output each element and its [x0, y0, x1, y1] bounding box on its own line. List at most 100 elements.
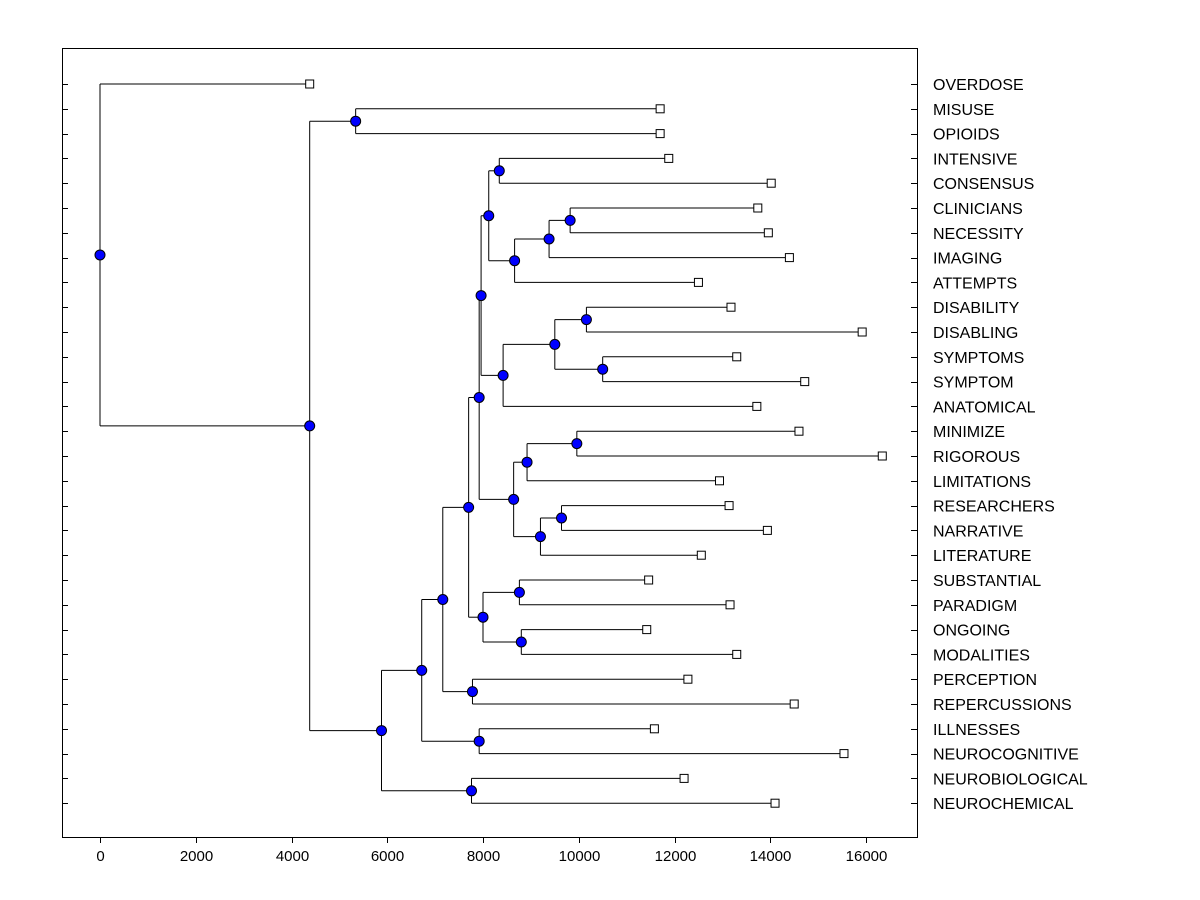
x-tick-label: 10000: [559, 848, 601, 865]
leaf-markers: [305, 79, 887, 808]
leaf-marker: [732, 352, 742, 362]
leaf-marker: [726, 302, 736, 312]
x-tick-label: 16000: [846, 848, 888, 865]
x-axis-ticks: [100, 837, 867, 843]
leaf-label: DISABLING: [933, 325, 1018, 342]
node-marker: [508, 493, 520, 505]
node-marker: [463, 501, 475, 513]
leaf-marker: [642, 625, 652, 635]
node-marker: [534, 531, 546, 543]
leaf-label: IMAGING: [933, 251, 1002, 268]
row-ticks-left: [62, 84, 68, 804]
x-tick-label: 8000: [467, 848, 500, 865]
node-marker: [350, 115, 362, 127]
leaf-marker: [732, 649, 742, 659]
node-marker: [94, 249, 106, 261]
leaf-label: RIGOROUS: [933, 449, 1020, 466]
leaf-label: OVERDOSE: [933, 77, 1024, 94]
leaf-marker: [784, 253, 794, 263]
leaf-label: NEUROBIOLOGICAL: [933, 771, 1088, 788]
node-marker: [416, 664, 428, 676]
leaf-marker: [770, 798, 780, 808]
node-marker: [543, 233, 555, 245]
node-marker: [571, 438, 583, 450]
leaf-label: SYMPTOMS: [933, 350, 1024, 367]
leaf-marker: [800, 377, 810, 387]
dendrogram-branches: [99, 83, 883, 804]
node-marker: [521, 456, 533, 468]
node-marker: [477, 611, 489, 623]
leaf-label: DISABILITY: [933, 300, 1020, 317]
node-marker: [597, 363, 609, 375]
leaf-label: OPIOIDS: [933, 127, 1000, 144]
leaf-marker: [305, 79, 315, 89]
leaf-marker: [763, 228, 773, 238]
row-ticks-right: [911, 84, 917, 804]
leaf-marker: [752, 401, 762, 411]
leaf-marker: [725, 600, 735, 610]
leaf-label: LITERATURE: [933, 548, 1031, 565]
leaf-label: NEUROCHEMICAL: [933, 796, 1074, 813]
leaf-label: CONSENSUS: [933, 176, 1034, 193]
leaf-labels: OVERDOSE MISUSE OPIOIDS INTENSIVE CONSENSUS C…: [933, 77, 1088, 813]
x-tick-label: 12000: [655, 848, 697, 865]
leaf-marker: [693, 277, 703, 287]
leaf-label: MISUSE: [933, 102, 994, 119]
node-marker: [549, 338, 561, 350]
node-marker: [493, 165, 505, 177]
leaf-marker: [655, 129, 665, 139]
node-marker: [564, 214, 576, 226]
x-tick-label: 6000: [371, 848, 404, 865]
node-marker: [556, 512, 568, 524]
node-marker: [304, 420, 316, 432]
leaf-marker: [679, 773, 689, 783]
leaf-marker: [724, 501, 734, 511]
leaf-label: RESEARCHERS: [933, 499, 1055, 516]
leaf-label: MINIMIZE: [933, 424, 1005, 441]
leaf-label: NARRATIVE: [933, 523, 1023, 540]
leaf-marker: [696, 550, 706, 560]
leaf-label: NECESSITY: [933, 226, 1024, 243]
node-marker: [473, 735, 485, 747]
leaf-label: ONGOING: [933, 623, 1010, 640]
plot-frame: [62, 48, 918, 838]
leaf-label: ATTEMPTS: [933, 275, 1017, 292]
leaf-label: REPERCUSSIONS: [933, 697, 1072, 714]
leaf-label: LIMITATIONS: [933, 474, 1031, 491]
leaf-marker: [644, 575, 654, 585]
node-marker: [466, 785, 478, 797]
node-marker: [483, 210, 495, 222]
node-marker: [466, 686, 478, 698]
leaf-label: PERCEPTION: [933, 672, 1037, 689]
leaf-label: NEUROCOGNITIVE: [933, 747, 1079, 764]
leaf-marker: [753, 203, 763, 213]
x-tick-label: 4000: [276, 848, 309, 865]
leaf-label: INTENSIVE: [933, 151, 1017, 168]
node-marker: [515, 636, 527, 648]
leaf-marker: [664, 153, 674, 163]
leaf-marker: [683, 674, 693, 684]
leaf-marker: [649, 724, 659, 734]
node-markers: [94, 115, 609, 797]
leaf-label: ILLNESSES: [933, 722, 1020, 739]
leaf-label: SUBSTANTIAL: [933, 573, 1041, 590]
node-marker: [473, 391, 485, 403]
node-marker: [376, 725, 388, 737]
leaf-marker: [794, 426, 804, 436]
node-marker: [437, 593, 449, 605]
x-tick-label: 14000: [750, 848, 792, 865]
node-marker: [509, 255, 521, 267]
leaf-marker: [655, 104, 665, 114]
leaf-marker: [839, 749, 849, 759]
leaf-label: MODALITIES: [933, 647, 1030, 664]
x-tick-label: 2000: [180, 848, 213, 865]
leaf-label: SYMPTOM: [933, 375, 1014, 392]
leaf-label: ANATOMICAL: [933, 399, 1036, 416]
node-marker: [580, 314, 592, 326]
leaf-label: PARADIGM: [933, 598, 1017, 615]
leaf-marker: [857, 327, 867, 337]
leaf-marker: [766, 178, 776, 188]
leaf-label: CLINICIANS: [933, 201, 1023, 218]
leaf-marker: [762, 525, 772, 535]
